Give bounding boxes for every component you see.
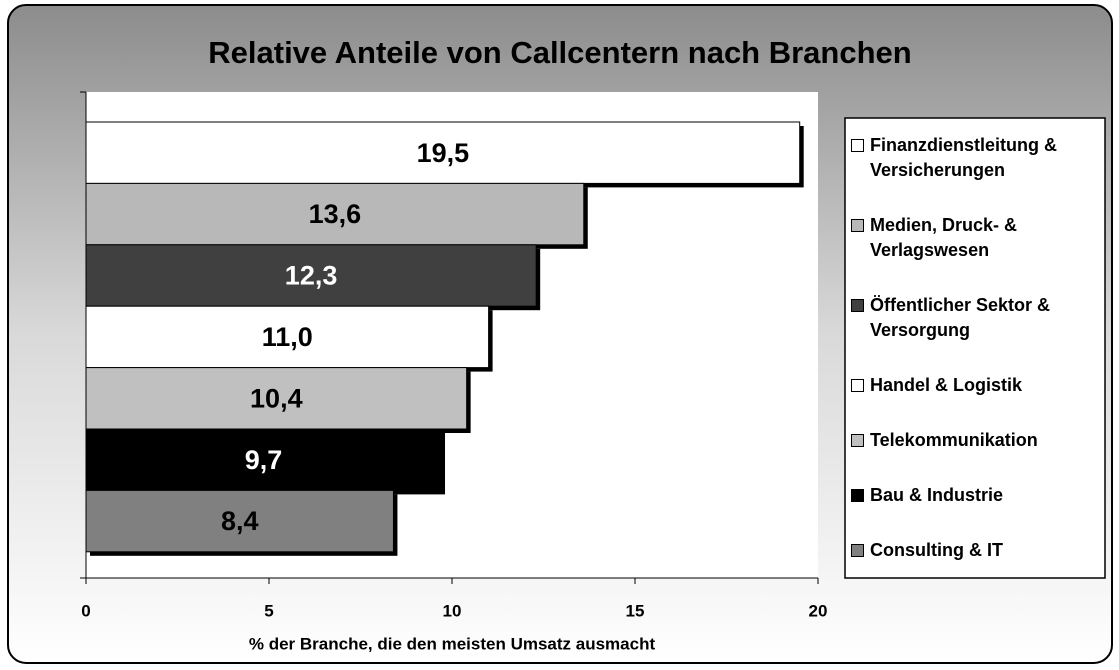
legend: Finanzdienstleitung & Versicherungen Medi… [845,118,1103,578]
legend-label: Telekommunikation [870,430,1038,450]
value-label: 9,7 [245,445,283,475]
bar [85,367,468,430]
value-label: 12,3 [285,261,338,291]
legend-swatch [851,219,864,232]
value-label: 8,4 [221,506,259,536]
legend-box [844,117,1106,579]
chart-title: Relative Anteile von Callcentern nach Br… [208,35,911,70]
bar [85,182,585,246]
legend-entry: Finanzdienstleitung & Versicherungen [851,133,1097,183]
value-label: 11,0 [262,322,313,352]
value-label: 10,4 [250,383,303,413]
x-tick-label: 10 [443,601,462,620]
legend-entry: Öffentlicher Sektor & Versorgung [851,293,1097,343]
legend-label: Medien, Druck- & Verlagswesen [870,215,1018,260]
legend-label: Finanzdienstleitung & Versicherungen [870,135,1057,180]
x-tick-label: 15 [626,601,645,620]
legend-entry: Telekommunikation [851,428,1097,453]
legend-label: Öffentlicher Sektor & Versorgung [870,295,1051,340]
value-label: 19,5 [417,138,470,168]
legend-swatch [851,434,864,447]
legend-swatch [851,379,864,392]
bar [85,121,801,184]
x-tick-label: 20 [809,601,828,620]
x-axis-label: % der Branche, die den meisten Umsatz au… [249,634,656,653]
legend-swatch [851,139,864,152]
legend-entry: Bau & Industrie [851,483,1097,508]
bar [85,489,394,553]
value-label: 13,6 [309,199,362,229]
legend-entry: Handel & Logistik [851,373,1097,398]
x-tick-label: 5 [264,601,273,620]
x-tick-label: 0 [81,601,90,620]
legend-swatch [851,299,864,312]
legend-entry: Consulting & IT [851,538,1097,563]
legend-label: Consulting & IT [870,540,1003,560]
bar [85,305,490,369]
legend-swatch [851,544,864,557]
legend-entry: Medien, Druck- & Verlagswesen [851,213,1097,263]
legend-swatch [851,489,864,502]
legend-label: Bau & Industrie [870,485,1004,505]
bar [85,244,537,307]
legend-label: Handel & Logistik [870,375,1023,395]
